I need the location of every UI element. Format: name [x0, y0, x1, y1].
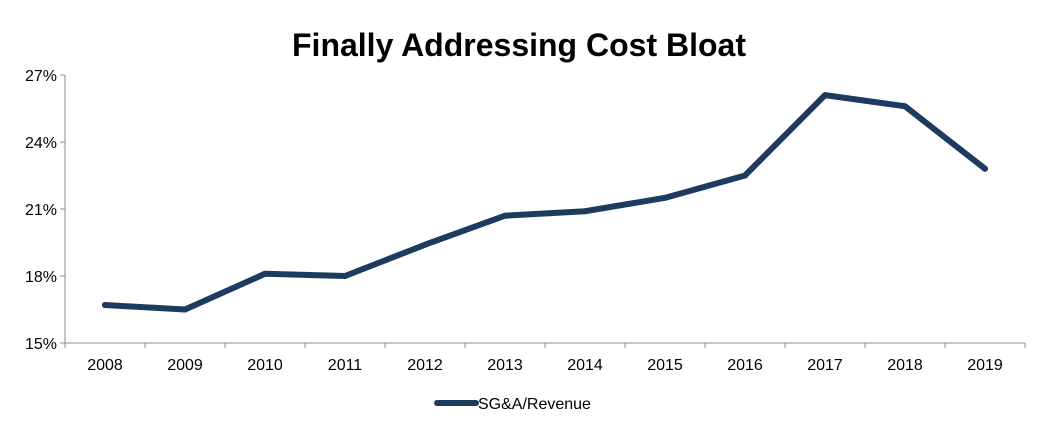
data-point: [902, 103, 908, 110]
data-point: [262, 270, 268, 277]
data-point: [422, 241, 428, 248]
x-tick-label: 2009: [167, 357, 203, 374]
y-tick-label: 21%: [25, 202, 57, 219]
data-point: [102, 302, 108, 309]
x-tick-label: 2017: [807, 357, 843, 374]
data-point: [822, 92, 828, 99]
x-tick-label: 2012: [407, 357, 443, 374]
x-tick-label: 2014: [567, 357, 603, 374]
x-tick-label: 2010: [247, 357, 283, 374]
x-tick-label: 2015: [647, 357, 683, 374]
x-tick-label: 2008: [87, 357, 123, 374]
data-point: [342, 273, 348, 279]
data-point: [582, 208, 588, 215]
data-point: [742, 172, 748, 179]
series-line: [102, 92, 988, 313]
data-point: [662, 194, 668, 201]
x-axis: 2008 2009 2010 2011 2012 2013 2014 2015 2016 2017…: [64, 342, 1026, 374]
y-tick-label: 24%: [25, 135, 57, 152]
data-point: [182, 306, 188, 313]
y-axis: 15% 18% 21% 24% 27%: [25, 68, 66, 353]
legend-label: SG&A/Revenue: [478, 396, 591, 413]
x-tick-label: 2018: [887, 357, 923, 374]
x-tick-label: 2013: [487, 357, 523, 374]
y-tick-label: 27%: [25, 68, 57, 85]
y-tick-label: 15%: [25, 336, 57, 353]
data-point: [982, 165, 988, 172]
data-point: [502, 212, 508, 219]
legend: SG&A/Revenue: [434, 396, 591, 413]
x-tick-label: 2016: [727, 357, 763, 374]
y-tick-label: 18%: [25, 269, 57, 286]
series-lines: [102, 92, 988, 313]
x-tick-label: 2019: [967, 357, 1003, 374]
x-tick-label: 2011: [328, 357, 363, 374]
chart-title: Finally Addressing Cost Bloat: [292, 27, 746, 63]
